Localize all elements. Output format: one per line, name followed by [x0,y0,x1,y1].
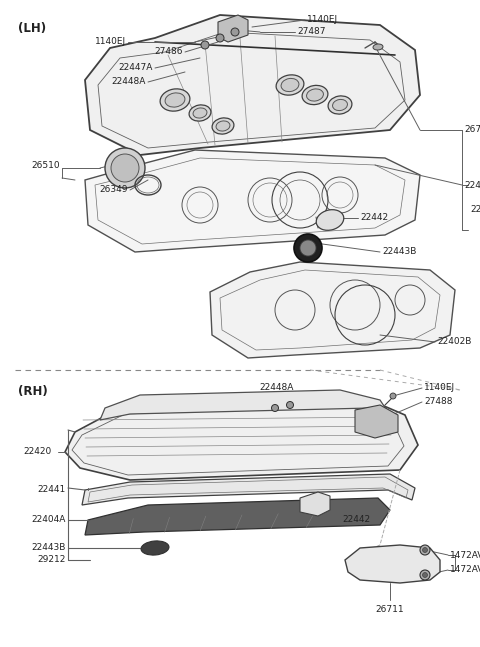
Text: 1140EJ: 1140EJ [424,384,455,393]
Ellipse shape [302,85,328,105]
Text: 22420: 22420 [24,448,52,457]
Polygon shape [85,15,420,155]
Ellipse shape [276,75,304,95]
Text: 26711: 26711 [376,606,404,615]
Text: 22443B: 22443B [382,248,416,256]
Ellipse shape [165,93,185,107]
Text: 22441: 22441 [38,485,66,494]
Text: 22442: 22442 [360,214,388,223]
Polygon shape [300,492,330,516]
Ellipse shape [328,96,352,114]
Text: 22404A: 22404A [32,516,66,525]
Circle shape [422,573,428,578]
Polygon shape [218,15,248,42]
Circle shape [201,41,209,49]
Circle shape [420,545,430,555]
Text: 1472AV: 1472AV [450,565,480,575]
Circle shape [422,547,428,553]
Polygon shape [85,498,390,535]
Circle shape [390,393,396,399]
Text: 22443B: 22443B [32,543,66,553]
Text: 22448A: 22448A [260,384,294,393]
Text: 27486: 27486 [155,47,183,56]
Text: 22448A: 22448A [112,78,146,87]
Text: 29212: 29212 [37,556,66,564]
Circle shape [294,234,322,262]
Text: 22410B: 22410B [470,206,480,215]
Circle shape [272,404,278,411]
Text: 27487: 27487 [297,28,325,36]
Ellipse shape [281,78,299,92]
Ellipse shape [212,118,234,134]
Ellipse shape [333,100,348,111]
Circle shape [105,148,145,188]
Text: 22442: 22442 [342,516,370,525]
Circle shape [420,570,430,580]
Text: 1140EJ: 1140EJ [95,38,126,47]
Polygon shape [100,390,390,420]
Ellipse shape [307,89,324,101]
Text: 26349: 26349 [99,186,128,195]
Ellipse shape [160,89,190,111]
Text: 22447A: 22447A [119,63,153,72]
Text: 26740: 26740 [464,126,480,135]
Polygon shape [65,400,418,480]
Text: (LH): (LH) [18,22,46,35]
Polygon shape [210,262,455,358]
Polygon shape [85,150,420,252]
Circle shape [287,402,293,408]
Polygon shape [82,474,415,505]
Ellipse shape [193,108,207,118]
Text: 1472AV: 1472AV [450,551,480,560]
Circle shape [300,240,316,256]
Polygon shape [355,405,398,438]
Ellipse shape [316,210,344,230]
Circle shape [111,154,139,182]
Text: (RH): (RH) [18,385,48,398]
Ellipse shape [141,541,169,555]
Polygon shape [345,545,440,583]
Ellipse shape [216,121,230,131]
Text: 27488: 27488 [424,397,453,406]
Circle shape [231,28,239,36]
Ellipse shape [189,105,211,121]
Ellipse shape [373,44,383,50]
Text: 22402B: 22402B [437,338,471,347]
Circle shape [216,34,224,42]
Text: 1140EJ: 1140EJ [307,16,338,25]
Text: 26510: 26510 [31,162,60,171]
Text: 22441: 22441 [464,181,480,190]
